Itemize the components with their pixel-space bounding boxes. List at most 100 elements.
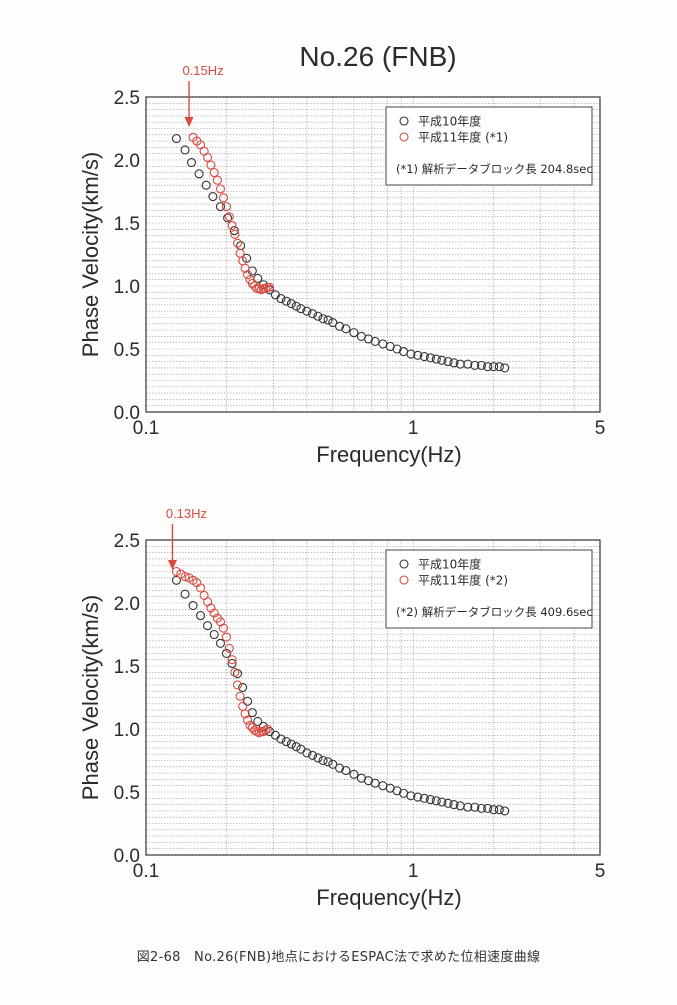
y-tick-label: 0.5 — [114, 783, 140, 804]
legend-box — [385, 549, 593, 629]
legend-label: 平成11年度 (*2) — [418, 573, 508, 588]
data-point — [334, 763, 345, 773]
data-point — [180, 571, 190, 582]
data-point — [245, 720, 255, 730]
data-point — [443, 357, 453, 367]
data-point — [307, 750, 318, 761]
data-point — [232, 238, 243, 248]
data-point — [221, 632, 231, 642]
data-point — [227, 655, 237, 665]
data-point — [431, 354, 441, 364]
data-point — [180, 145, 190, 155]
data-point — [370, 778, 380, 788]
y-tick-label: 2.0 — [114, 594, 140, 615]
data-point — [188, 600, 198, 611]
data-point — [413, 792, 423, 802]
legend-note: (*1) 解析データブロック長 204.8sec — [396, 162, 593, 176]
data-point — [235, 691, 245, 701]
data-point — [171, 575, 181, 585]
data-point — [195, 611, 206, 621]
y-tick-label: 2.0 — [114, 151, 140, 172]
data-point — [291, 301, 301, 311]
data-point — [221, 202, 231, 212]
x-tick-label: 0.1 — [133, 418, 159, 439]
data-point — [302, 306, 312, 316]
data-point — [224, 212, 234, 222]
data-point — [449, 800, 459, 810]
data-point — [209, 629, 219, 640]
x-tick-label: 1 — [408, 418, 419, 439]
data-point — [476, 360, 486, 370]
data-point — [431, 796, 441, 806]
data-point — [260, 283, 271, 294]
y-axis-title: Phase Velocity(km/s) — [78, 595, 103, 800]
data-point — [276, 734, 286, 744]
data-point — [247, 278, 257, 289]
data-point — [206, 603, 216, 613]
y-tick-label: 1.5 — [114, 214, 140, 235]
data-point — [425, 795, 435, 805]
data-point — [230, 229, 240, 239]
data-point — [425, 353, 435, 363]
data-point — [212, 175, 222, 185]
data-point — [208, 191, 218, 202]
data-point — [489, 805, 499, 815]
legend-marker — [399, 116, 409, 126]
data-point — [221, 648, 231, 658]
annotation-arrow-head — [184, 117, 194, 127]
data-point — [323, 757, 333, 767]
data-point — [323, 315, 333, 325]
data-point — [500, 806, 510, 816]
data-point — [328, 317, 338, 328]
data-point — [201, 180, 211, 190]
y-tick-label: 2.5 — [114, 531, 140, 552]
y-tick-label: 0.0 — [114, 846, 140, 867]
data-point — [209, 168, 219, 178]
data-point — [363, 776, 374, 786]
data-point — [232, 680, 243, 690]
data-point — [227, 658, 237, 669]
data-point — [419, 793, 429, 803]
data-point — [262, 724, 273, 734]
data-point — [171, 566, 181, 577]
data-point — [227, 220, 237, 231]
data-point — [341, 766, 351, 776]
figure-caption: 図2-68 No.26(FNB)地点におけるESPAC法で求めた位相速度曲線 — [136, 950, 541, 965]
data-point — [203, 152, 213, 163]
x-axis-title: Frequency(Hz) — [316, 885, 461, 910]
data-point — [243, 270, 253, 280]
data-point — [302, 748, 312, 758]
data-point — [483, 362, 493, 372]
data-point — [313, 311, 323, 321]
data-point — [494, 362, 504, 372]
y-tick-label: 2.5 — [114, 88, 140, 109]
data-point — [243, 715, 253, 725]
x-axis-title: Frequency(Hz) — [316, 442, 461, 467]
data-point — [240, 709, 250, 719]
annotation-arrow-head — [167, 560, 177, 570]
y-tick-label: 1.0 — [114, 277, 140, 298]
data-point — [406, 791, 416, 801]
data-point — [318, 314, 328, 324]
data-point — [286, 739, 296, 749]
data-point — [413, 350, 423, 360]
x-tick-label: 5 — [595, 418, 606, 439]
chart-top: 0.0 0.5 1.0 1.5 2.0 2.5 0.1 1 5 Frequency(Hz) Phas… — [78, 63, 605, 467]
data-point — [180, 589, 190, 599]
legend-label: 平成11年度 (*1) — [418, 130, 508, 145]
data-point — [296, 304, 306, 314]
data-point — [313, 753, 323, 763]
data-point — [253, 716, 263, 726]
y-tick-label: 0.5 — [114, 340, 140, 361]
data-point — [341, 324, 351, 334]
data-point — [206, 160, 216, 170]
data-point — [370, 336, 380, 346]
data-point — [392, 786, 402, 796]
data-point — [209, 608, 219, 618]
x-tick-label: 1 — [408, 861, 419, 882]
legend-marker — [399, 559, 409, 569]
data-point — [392, 344, 402, 354]
data-point — [318, 755, 328, 766]
data-point — [218, 193, 229, 203]
